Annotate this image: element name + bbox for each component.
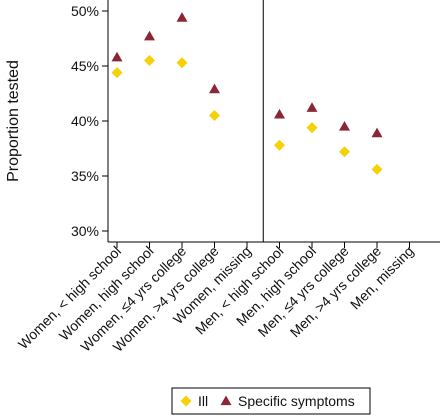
legend-box — [171, 387, 371, 415]
data-points — [111, 12, 383, 175]
y-tick-label: 50% — [71, 3, 99, 19]
legend-specific-symptoms-marker — [220, 395, 232, 406]
ill-point — [144, 55, 155, 66]
specific-symptoms-point — [371, 127, 383, 138]
specific-symptoms-point — [209, 83, 220, 94]
specific-symptoms-point — [144, 30, 155, 41]
y-ticks: 30% 35% 40% 45% 50% — [71, 3, 108, 239]
legend-ill-marker — [180, 395, 192, 407]
ill-point — [274, 139, 285, 151]
plot-area — [108, 0, 440, 242]
specific-symptoms-point — [176, 12, 188, 22]
legend-label: Specific symptoms — [238, 393, 355, 409]
legend: Ill Specific symptoms — [171, 387, 371, 415]
specific-symptoms-point — [306, 102, 318, 112]
ill-point — [111, 67, 123, 79]
ill-point — [209, 110, 220, 121]
legend-label: Ill — [198, 393, 208, 409]
y-tick-label: 30% — [71, 223, 99, 239]
ill-point — [371, 163, 383, 175]
y-tick-label: 45% — [71, 58, 99, 74]
ill-point — [176, 57, 188, 69]
specific-symptoms-point — [274, 108, 285, 119]
y-tick-label: 35% — [71, 168, 99, 184]
ill-point — [306, 122, 318, 134]
specific-symptoms-point — [111, 51, 123, 62]
y-axis-title: Proportion tested — [5, 60, 22, 182]
y-tick-label: 40% — [71, 113, 99, 129]
specific-symptoms-point — [339, 121, 350, 131]
ill-point — [339, 146, 350, 158]
